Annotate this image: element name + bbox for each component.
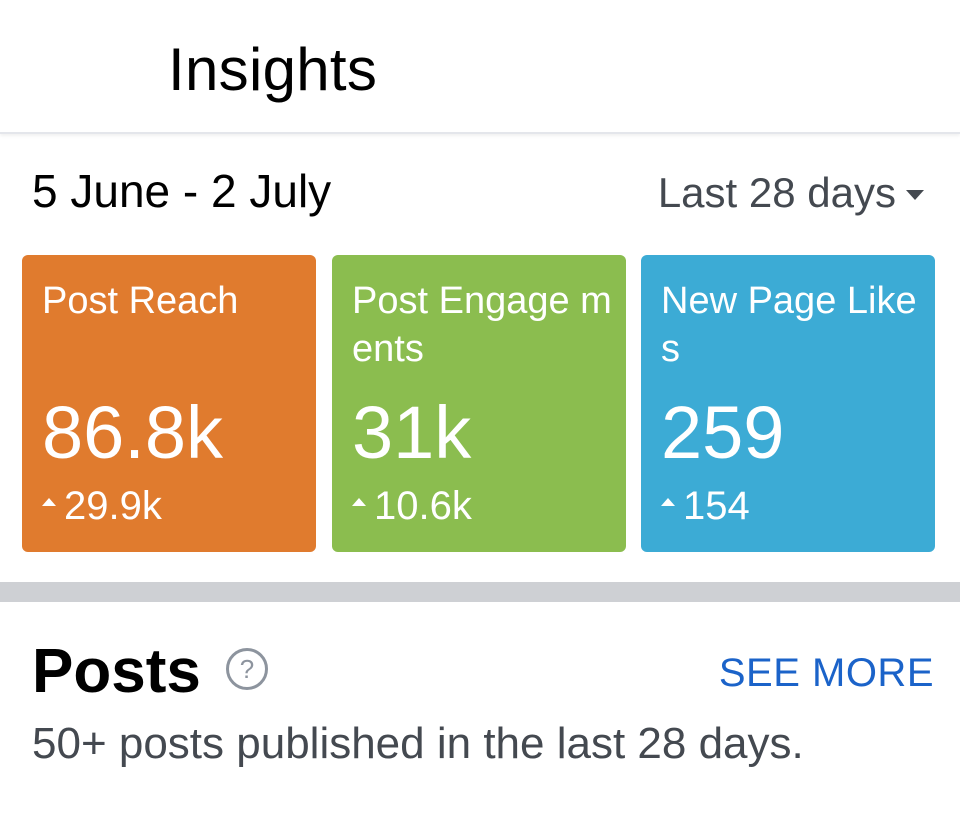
- post-reach-delta-value: 29.9k: [64, 484, 162, 528]
- metric-cards: Post Reach 86.8k 29.9k Post Engage ments…: [22, 255, 936, 552]
- period-dropdown[interactable]: Last 28 days: [658, 162, 924, 224]
- post-reach-card[interactable]: Post Reach 86.8k 29.9k: [22, 255, 316, 552]
- post-engagements-delta: 10.6k: [352, 481, 472, 531]
- up-arrow-icon: [42, 498, 56, 506]
- see-more-link[interactable]: SEE MORE: [718, 651, 934, 695]
- post-reach-delta: 29.9k: [42, 481, 162, 531]
- posts-section-title: Posts: [32, 637, 201, 706]
- caret-down-icon: [906, 190, 924, 200]
- post-engagements-card[interactable]: Post Engage ments 31k 10.6k: [332, 255, 626, 552]
- top-header: Insights: [0, 0, 960, 134]
- help-icon[interactable]: ?: [226, 648, 268, 690]
- post-reach-label: Post Reach: [42, 280, 239, 322]
- date-range-label: 5 June - 2 July: [32, 165, 332, 217]
- post-engagements-label: Post Engage ments: [352, 280, 612, 370]
- up-arrow-icon: [661, 498, 675, 506]
- new-page-likes-label: New Page Likes: [661, 280, 917, 370]
- up-arrow-icon: [352, 498, 366, 506]
- new-page-likes-delta-value: 154: [683, 484, 750, 528]
- page-title: Insights: [168, 36, 378, 103]
- post-engagements-delta-value: 10.6k: [374, 484, 472, 528]
- new-page-likes-card[interactable]: New Page Likes 259 154: [641, 255, 935, 552]
- new-page-likes-delta: 154: [661, 481, 750, 531]
- section-divider: [0, 582, 960, 602]
- post-reach-value: 86.8k: [42, 391, 224, 474]
- post-engagements-value: 31k: [352, 391, 472, 474]
- new-page-likes-value: 259: [661, 391, 785, 474]
- posts-summary-text: 50+ posts published in the last 28 days.: [32, 719, 804, 768]
- period-dropdown-label: Last 28 days: [657, 169, 896, 216]
